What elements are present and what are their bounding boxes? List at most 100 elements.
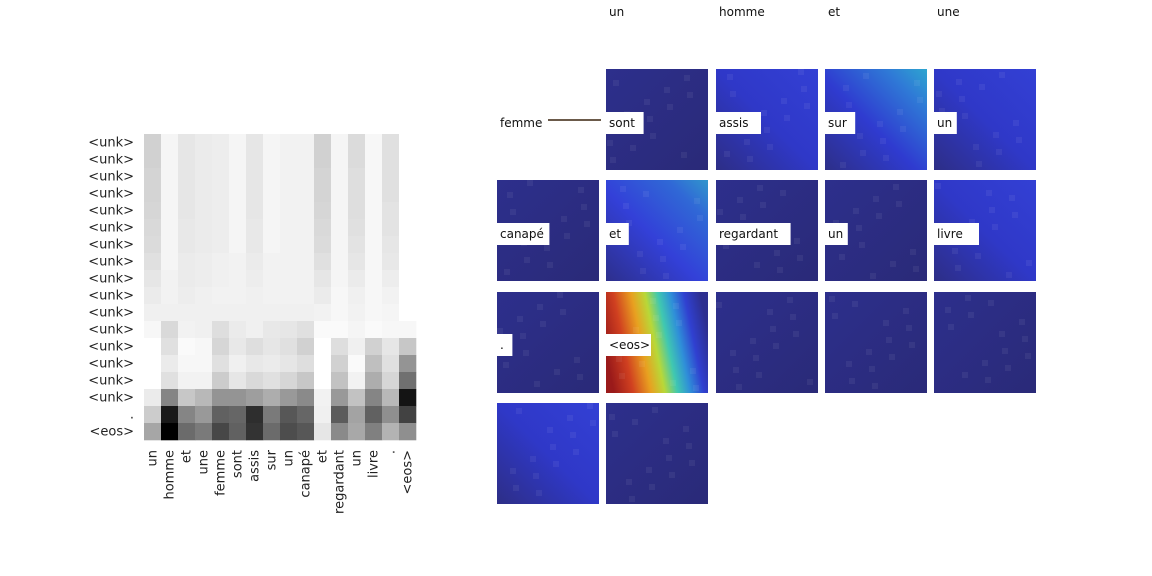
attention-map	[497, 292, 599, 393]
texture-pixel	[1006, 272, 1012, 278]
texture-pixel	[909, 342, 915, 348]
texture-pixel	[574, 357, 580, 363]
texture-pixel	[1002, 348, 1008, 354]
heatmap-cell	[178, 423, 196, 441]
texture-pixel	[832, 313, 838, 319]
texture-pixel	[716, 302, 722, 308]
heatmap-cell	[229, 321, 247, 339]
heatmap-cell	[178, 372, 196, 390]
attention-panel	[716, 292, 818, 393]
heatmap-cell	[178, 338, 196, 356]
heatmap-cell	[280, 338, 298, 356]
texture-pixel	[876, 213, 882, 219]
texture-pixel	[914, 80, 920, 86]
x-tick-label: canapé	[299, 450, 314, 498]
heatmap-cell	[314, 270, 332, 288]
x-tick-label: femme	[214, 450, 229, 496]
texture-pixel	[840, 162, 846, 168]
heatmap-cell	[331, 253, 349, 271]
texture-pixel	[557, 292, 563, 298]
heatmap-cell	[178, 253, 196, 271]
heatmap-cell	[314, 202, 332, 220]
heatmap-cell	[314, 372, 332, 390]
heatmap-cell	[212, 151, 230, 169]
heatmap-cell	[297, 151, 315, 169]
heatmap-cell	[161, 304, 179, 322]
heatmap-cell	[144, 236, 162, 254]
word-label-box	[716, 223, 791, 245]
texture-pixel	[733, 367, 739, 373]
texture-pixel	[1022, 336, 1028, 342]
heatmap-cell	[314, 304, 332, 322]
texture-pixel	[664, 87, 670, 93]
heatmap-cell	[178, 287, 196, 305]
heatmap-cell	[365, 185, 383, 203]
texture-pixel	[747, 156, 753, 162]
heatmap-cell	[212, 168, 230, 186]
texture-pixel	[992, 224, 998, 230]
word-label: .	[500, 338, 504, 352]
texture-pixel	[530, 456, 536, 462]
heatmap-cell	[263, 270, 281, 288]
heatmap-cell	[161, 423, 179, 441]
texture-pixel	[590, 420, 596, 426]
top-word-label: homme	[719, 5, 765, 19]
heatmap-cell	[399, 321, 417, 339]
heatmap-cell	[161, 338, 179, 356]
heatmap-cell	[178, 236, 196, 254]
texture-pixel	[846, 361, 852, 367]
heatmap-cell	[195, 253, 213, 271]
texture-pixel	[724, 151, 730, 157]
heatmap-cell	[144, 253, 162, 271]
heatmap-cell	[212, 423, 230, 441]
texture-pixel	[962, 113, 968, 119]
texture-pixel	[866, 349, 872, 355]
texture-pixel	[798, 69, 804, 75]
heatmap-cell	[382, 219, 400, 237]
heatmap-cell	[297, 270, 315, 288]
heatmap-cell	[195, 168, 213, 186]
heatmap-cell	[399, 168, 417, 186]
texture-pixel	[697, 215, 703, 221]
heatmap-cell	[246, 168, 264, 186]
attention-panel	[606, 403, 708, 504]
heatmap-cell	[195, 355, 213, 373]
x-tick-label: assis	[248, 450, 263, 482]
texture-pixel	[673, 303, 679, 309]
heatmap-cell	[382, 355, 400, 373]
heatmap-cell	[229, 372, 247, 390]
texture-pixel	[660, 256, 666, 262]
texture-pixel	[1019, 319, 1025, 325]
heatmap-cell	[178, 202, 196, 220]
heatmap-cell	[280, 355, 298, 373]
heatmap-cell	[297, 168, 315, 186]
texture-pixel	[889, 354, 895, 360]
x-tick-label: un	[146, 450, 161, 466]
heatmap-cell	[178, 355, 196, 373]
heatmap-cell	[229, 270, 247, 288]
x-tick-label: sont	[231, 450, 246, 478]
heatmap-cell	[280, 151, 298, 169]
texture-pixel	[829, 296, 835, 302]
heatmap-cell	[246, 321, 264, 339]
heatmap-cell	[348, 185, 366, 203]
x-tick-label: un	[350, 450, 365, 466]
heatmap-cell	[246, 219, 264, 237]
heatmap-cell	[229, 287, 247, 305]
heatmap-cell	[246, 202, 264, 220]
heatmap-cell	[263, 372, 281, 390]
heatmap-cell	[144, 202, 162, 220]
heatmap-cell	[331, 185, 349, 203]
heatmap-cell	[297, 185, 315, 203]
heatmap-cell	[348, 287, 366, 305]
word-label: canapé	[500, 227, 544, 241]
y-tick-label: .	[130, 408, 134, 423]
heatmap-cell	[365, 219, 383, 237]
texture-pixel	[869, 366, 875, 372]
heatmap-cell	[365, 355, 383, 373]
heatmap-cell	[365, 338, 383, 356]
texture-pixel	[540, 321, 546, 327]
heatmap-cell	[178, 321, 196, 339]
heatmap-cell	[144, 338, 162, 356]
